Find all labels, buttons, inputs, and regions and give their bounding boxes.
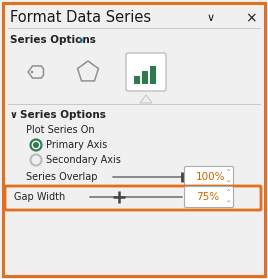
Text: Primary Axis: Primary Axis — [46, 140, 107, 150]
Text: Series Options: Series Options — [10, 35, 96, 45]
FancyBboxPatch shape — [5, 186, 261, 210]
FancyBboxPatch shape — [126, 53, 166, 91]
FancyBboxPatch shape — [184, 186, 233, 208]
Text: ⌃: ⌃ — [226, 191, 231, 196]
Text: ∨: ∨ — [78, 35, 85, 45]
Text: Gap Width: Gap Width — [14, 192, 65, 202]
Text: ∨: ∨ — [207, 13, 215, 23]
Text: Plot Series On: Plot Series On — [26, 125, 95, 135]
Text: ∨: ∨ — [10, 110, 18, 120]
Bar — [150, 66, 156, 84]
Text: ⌄: ⌄ — [226, 179, 231, 184]
Text: Series Overlap: Series Overlap — [26, 172, 98, 182]
Text: ⌃: ⌃ — [226, 170, 231, 175]
Circle shape — [31, 71, 33, 73]
Bar — [142, 71, 148, 84]
Polygon shape — [140, 95, 152, 103]
Bar — [134, 76, 140, 84]
Text: Secondary Axis: Secondary Axis — [46, 155, 121, 165]
Text: ×: × — [245, 11, 257, 25]
Text: 75%: 75% — [196, 192, 219, 202]
FancyBboxPatch shape — [3, 3, 265, 276]
Text: 100%: 100% — [196, 172, 225, 182]
Text: Series Options: Series Options — [20, 110, 106, 120]
Text: Format Data Series: Format Data Series — [10, 11, 151, 25]
Text: ⌄: ⌄ — [226, 198, 231, 203]
Circle shape — [33, 142, 39, 148]
FancyBboxPatch shape — [184, 167, 233, 187]
